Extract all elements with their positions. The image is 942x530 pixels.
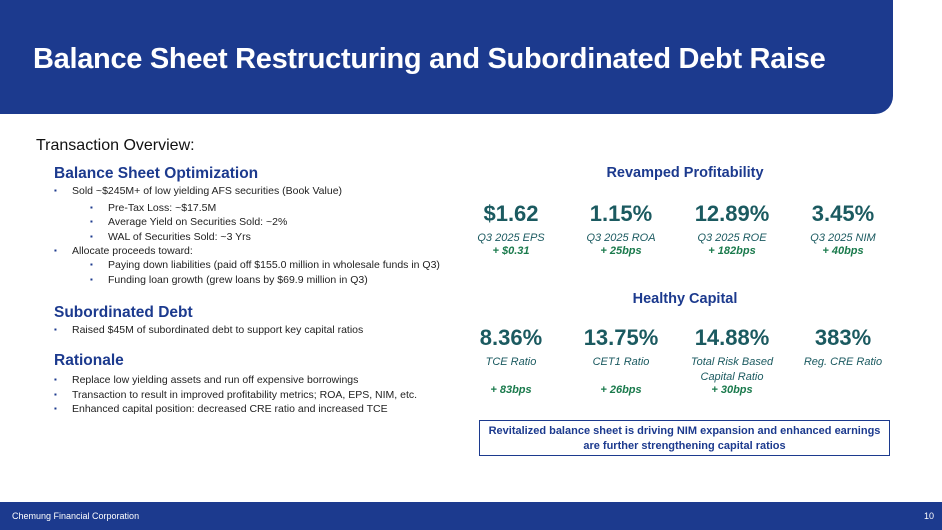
bullet: WAL of Securities Sold: ~3 Yrs bbox=[90, 231, 251, 243]
bullet: Raised $45M of subordinated debt to supp… bbox=[54, 324, 363, 336]
bullet: Replace low yielding assets and run off … bbox=[54, 374, 358, 386]
overview-label: Transaction Overview: bbox=[36, 137, 195, 154]
bullet: Transaction to result in improved profit… bbox=[54, 389, 417, 401]
change-nim: + 40bps bbox=[822, 245, 864, 257]
section-heading-rationale: Rationale bbox=[54, 352, 124, 369]
change-tce: + 83bps bbox=[490, 384, 532, 396]
change-total-risk: + 30bps bbox=[711, 384, 753, 396]
bullet: Paying down liabilities (paid off $155.0… bbox=[90, 259, 440, 271]
bullet: Average Yield on Securities Sold: ~2% bbox=[90, 216, 287, 228]
metric-cet1: 13.75% CET1 Ratio bbox=[583, 325, 659, 368]
page-number: 10 bbox=[923, 511, 934, 521]
bullet: Funding loan growth (grew loans by $69.9… bbox=[90, 274, 368, 286]
metric-roa: 1.15% Q3 2025 ROA bbox=[586, 201, 656, 244]
change-eps: + $0.31 bbox=[492, 245, 530, 257]
metric-tce: 8.36% TCE Ratio bbox=[479, 325, 543, 368]
title-banner bbox=[0, 0, 893, 114]
metric-total-risk: 14.88% Total Risk Based Capital Ratio bbox=[690, 325, 774, 383]
company-name: Chemung Financial Corporation bbox=[12, 511, 140, 521]
section-heading-subdebt: Subordinated Debt bbox=[54, 304, 193, 321]
callout-box: Revitalized balance sheet is driving NIM… bbox=[479, 420, 890, 456]
change-roe: + 182bps bbox=[708, 245, 756, 257]
metric-cre: 383% Reg. CRE Ratio bbox=[803, 325, 883, 368]
footer: Chemung Financial Corporation 10 bbox=[0, 502, 942, 530]
change-roa: + 25bps bbox=[600, 245, 642, 257]
change-cet1: + 26bps bbox=[600, 384, 642, 396]
bullet: Sold ~$245M+ of low yielding AFS securit… bbox=[54, 185, 342, 197]
metric-roe: 12.89% Q3 2025 ROE bbox=[694, 201, 770, 244]
profitability-heading: Revamped Profitability bbox=[606, 165, 764, 181]
metric-nim: 3.45% Q3 2025 NIM bbox=[810, 201, 876, 244]
page-title: Balance Sheet Restructuring and Subordin… bbox=[33, 43, 826, 75]
section-heading-bso: Balance Sheet Optimization bbox=[54, 165, 259, 182]
bullet: Allocate proceeds toward: bbox=[54, 245, 193, 257]
capital-heading: Healthy Capital bbox=[632, 291, 738, 307]
bullet: Pre-Tax Loss: ~$17.5M bbox=[90, 202, 216, 214]
metric-eps: $1.62 Q3 2025 EPS bbox=[477, 201, 545, 244]
bullet: Enhanced capital position: decreased CRE… bbox=[54, 403, 388, 415]
